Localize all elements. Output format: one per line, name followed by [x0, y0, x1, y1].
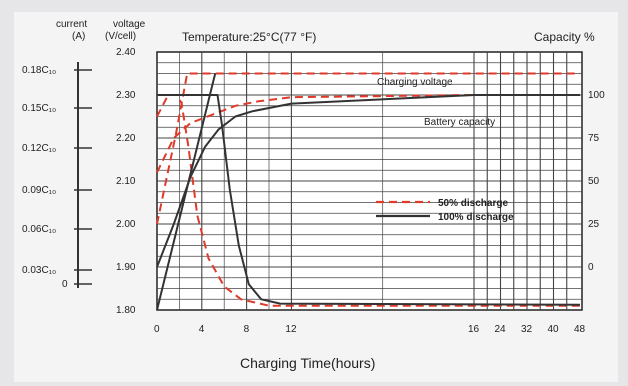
x-tick-label: 0 [154, 324, 160, 335]
annotation-battery-capacity: Battery capacity [424, 117, 495, 128]
series-line-capacity-100 [156, 94, 580, 268]
current-axis-header-line1: current [56, 19, 87, 30]
voltage-tick-label: 2.40 [116, 47, 136, 58]
x-tick-label: 4 [199, 324, 205, 335]
current-tick-label: 0.03C₁₀ [22, 265, 56, 276]
legend: 50% discharge 100% discharge [376, 198, 514, 223]
voltage-tick-label: 2.20 [116, 133, 136, 144]
current-tick-label: 0.12C₁₀ [22, 143, 56, 154]
x-axis-label: Charging Time(hours) [240, 355, 375, 371]
capacity-tick-label: 75 [588, 133, 600, 144]
voltage-axis-header-line1: voltage [113, 19, 146, 30]
legend-label-50: 50% discharge [438, 198, 508, 209]
legend-label-100: 100% discharge [438, 212, 514, 223]
voltage-tick-label: 2.30 [116, 90, 136, 101]
voltage-tick-label: 1.80 [116, 305, 136, 316]
grid [156, 51, 583, 311]
voltage-axis-header-line2: (V/cell) [105, 31, 136, 42]
voltage-tick-label: 2.00 [116, 219, 136, 230]
voltage-axis-header: voltage (V/cell) [105, 19, 148, 42]
current-tick-label: 0.09C₁₀ [22, 185, 56, 196]
capacity-tick-label: 100 [588, 90, 605, 101]
annotation-charging-voltage: Charging voltage [377, 77, 453, 88]
capacity-tick-label: 25 [588, 219, 600, 230]
current-axis-header-line2: (A) [72, 31, 85, 42]
x-tick-label: 32 [521, 324, 533, 335]
voltage-tick-label: 2.10 [116, 176, 136, 187]
series-line-current-100 [157, 94, 581, 306]
x-tick-label: 24 [495, 324, 507, 335]
axes: 0.18C₁₀ 0.15C₁₀ 0.12C₁₀ 0.09C₁₀ 0.06C₁₀ 0.03C… [22, 47, 605, 335]
chart-title: Temperature:25°C(77 °F) [182, 30, 316, 44]
current-tick-label: 0.06C₁₀ [22, 224, 56, 235]
current-axis-header: current (A) [56, 19, 90, 42]
series-layer [156, 72, 581, 311]
capacity-tick-label: 0 [588, 262, 594, 273]
current-tick-label: 0.18C₁₀ [22, 65, 56, 76]
voltage-tick-label: 1.90 [116, 262, 136, 273]
capacity-tick-label: 50 [588, 176, 600, 187]
series-line-capacity-50 [156, 94, 580, 173]
x-tick-label: 40 [548, 324, 560, 335]
capacity-axis-header: Capacity % [534, 30, 595, 44]
current-tick-label: 0.15C₁₀ [22, 103, 56, 114]
x-tick-label: 8 [244, 324, 250, 335]
current-tick-label: 0 [62, 279, 68, 290]
x-tick-label: 48 [574, 324, 586, 335]
x-tick-label: 12 [285, 324, 297, 335]
x-tick-label: 16 [468, 324, 480, 335]
